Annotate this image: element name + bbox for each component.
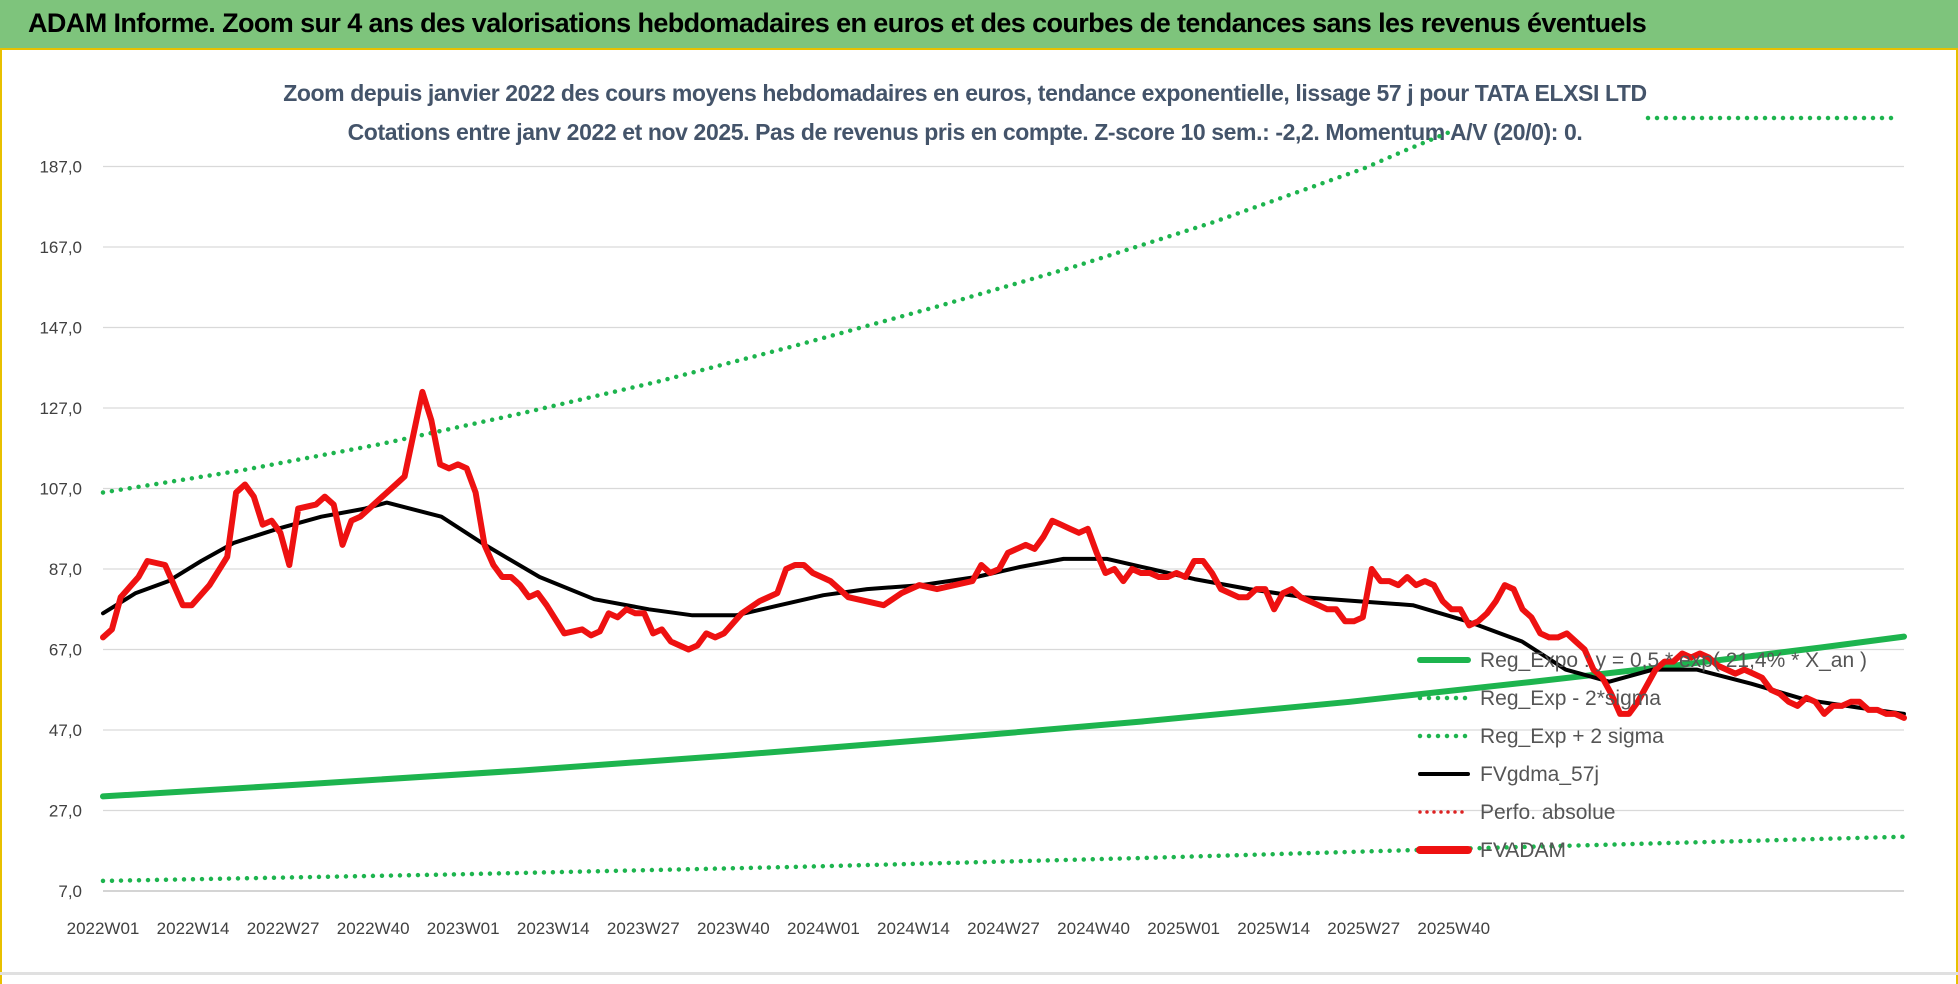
x-axis: 2022W01 2022W14 2022W27 2022W40 2023W01 2023W…: [67, 919, 1491, 938]
x-tick-label: 2023W01: [427, 919, 500, 938]
series-lines: [100, 128, 1907, 884]
y-tick-label: 127,0: [39, 399, 82, 418]
x-tick-label: 2025W40: [1417, 919, 1490, 938]
y-tick-label: 27,0: [49, 802, 82, 821]
series-line-1: [100, 834, 1907, 884]
y-axis: 187,0 167,0 147,0 127,0 107,0 87,0 67,0 47,0 27,…: [39, 158, 82, 902]
legend-label: Perfo. absolue: [1480, 801, 1615, 824]
x-tick-label: 2024W01: [787, 919, 860, 938]
y-tick-label: 67,0: [49, 641, 82, 660]
legend-label: Reg_Exp + 2 sigma: [1480, 725, 1664, 748]
legend-label: FVADAM: [1480, 839, 1566, 862]
x-tick-label: 2022W40: [337, 919, 410, 938]
chart-frame: [0, 50, 1958, 984]
series-line-5: [100, 388, 1907, 721]
x-tick-label: 2023W27: [607, 919, 680, 938]
x-tick-label: 2025W14: [1237, 919, 1310, 938]
x-tick-label: 2024W40: [1057, 919, 1130, 938]
legend-label: Reg_Expo : y = 0,5 * exp( 21,4% * X_an ): [1480, 649, 1867, 672]
x-tick-label: 2022W27: [247, 919, 320, 938]
y-tick-label: 107,0: [39, 480, 82, 499]
x-tick-label: 2025W27: [1327, 919, 1400, 938]
x-tick-label: 2024W27: [967, 919, 1040, 938]
y-tick-label: 147,0: [39, 319, 82, 338]
y-tick-label: 167,0: [39, 238, 82, 257]
x-tick-label: 2023W14: [517, 919, 590, 938]
chart-title: Zoom depuis janvier 2022 des cours moyen…: [283, 80, 1647, 106]
y-tick-label: 7,0: [58, 882, 82, 901]
x-tick-label: 2025W01: [1147, 919, 1220, 938]
x-tick-label: 2023W40: [697, 919, 770, 938]
legend: Reg_Expo : y = 0,5 * exp( 21,4% * X_an )…: [1416, 115, 1901, 862]
y-tick-label: 87,0: [49, 560, 82, 579]
series-line-3: [101, 500, 1906, 716]
y-tick-label: 47,0: [49, 721, 82, 740]
report-banner-title: ADAM Informe. Zoom sur 4 ans des valoris…: [28, 8, 1647, 38]
x-tick-label: 2022W01: [67, 919, 140, 938]
legend-label: Reg_Exp - 2*sigma: [1480, 687, 1661, 710]
legend-label: FVgdma_57j: [1480, 763, 1599, 786]
report-banner: ADAM Informe. Zoom sur 4 ans des valoris…: [0, 0, 1958, 50]
grid-lines: [103, 165, 1904, 892]
y-tick-label: 187,0: [39, 158, 82, 177]
bottom-divider: [0, 972, 1958, 975]
chart-subtitle: Cotations entre janv 2022 et nov 2025. P…: [347, 119, 1583, 145]
x-tick-label: 2022W14: [157, 919, 230, 938]
x-tick-label: 2024W14: [877, 919, 950, 938]
series-line-2: [100, 128, 1457, 495]
